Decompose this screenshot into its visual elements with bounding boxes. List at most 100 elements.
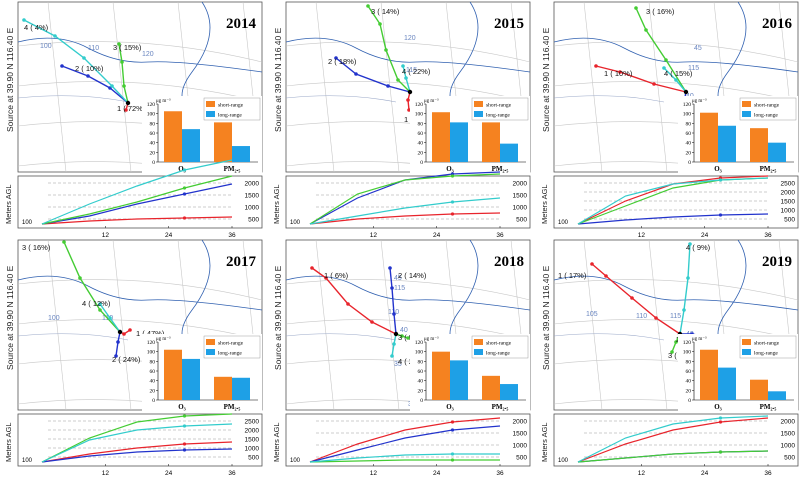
- legend-label-short: short-range: [486, 341, 512, 347]
- latitude-line: [18, 161, 217, 172]
- altitude-tick-label: 2000: [781, 419, 796, 426]
- trajectory-t3-path: [118, 43, 129, 104]
- legend-frame: [471, 335, 529, 359]
- altitude-t3-point: [182, 186, 187, 190]
- latitude-line: [286, 41, 530, 63]
- bar-tick-label: 80: [418, 359, 424, 365]
- trajectory-t4-point: [390, 354, 394, 358]
- bar-legend: short-range long-range: [471, 335, 529, 359]
- latitude-line: [18, 279, 262, 301]
- bar-category-label: O₃: [178, 165, 186, 173]
- source-location-label: Source at 39.90 N 116.40 E: [273, 265, 283, 370]
- panel-2018: Source at 39.90 N 116.40 E11545110403530…: [272, 239, 531, 477]
- altitude-tick-label: 2000: [245, 428, 260, 435]
- latitude-line: [554, 279, 798, 301]
- altitude-t4-path: [41, 423, 233, 463]
- source-location-label: Source at 39.90 N 116.40 E: [5, 265, 15, 370]
- altitude-t1-path: [309, 212, 501, 225]
- hour-tick-label: 24: [701, 470, 709, 477]
- trajectory-t1-point: [406, 98, 410, 102]
- bar-tick-label: 100: [683, 350, 692, 356]
- legend-label-short: short-range: [754, 341, 780, 347]
- legend-label-long: long-range: [754, 113, 778, 119]
- latitude-line: [286, 399, 485, 410]
- trajectory-cluster-label: 2 ( 24%): [112, 355, 141, 364]
- altitude-frame: [17, 175, 263, 229]
- altitude-t2-point: [718, 213, 723, 217]
- bar-short-range: [700, 112, 718, 162]
- bar-short-range: [750, 128, 768, 162]
- graticule-label: 45: [694, 45, 702, 52]
- trajectory-t4-point: [22, 18, 26, 22]
- bar-category-label: O₃: [446, 403, 454, 411]
- graticule-label: 110: [636, 313, 647, 320]
- altitude-t4-path: [309, 197, 501, 225]
- altitude-t4-point: [182, 424, 187, 428]
- border-line: [554, 37, 798, 73]
- bar-category-label: PM₂.₅: [760, 165, 777, 173]
- legend-label-long: long-range: [754, 351, 778, 357]
- altitude-t4-path: [577, 177, 769, 225]
- bar-unit-label: μg m⁻³: [424, 98, 439, 104]
- trajectory-cluster-label: 4 ( 22%): [402, 67, 431, 76]
- trajectory-t4-point: [401, 64, 405, 68]
- source-point: [683, 89, 689, 95]
- graticule-label: 115: [670, 313, 681, 320]
- trajectory-t4-point: [662, 66, 666, 70]
- altitude-t2-point: [182, 448, 187, 452]
- bar-tick-label: 0: [152, 398, 155, 404]
- trajectory-map: 100 110 120 4 ( 4%) 3 ( 15%) 2 ( 10%) 1 ( 72%): [17, 1, 263, 173]
- trajectory-t1-point: [654, 316, 658, 320]
- altitude-t4-point: [718, 416, 723, 420]
- trajectory-cluster-label: 4 ( 15%): [664, 69, 693, 78]
- altitude-base-label: 100: [22, 458, 33, 464]
- trajectory-cluster-label: 4 ( 9%): [686, 243, 711, 252]
- altitude-t1-point: [450, 212, 455, 216]
- trajectory-t2-path: [335, 57, 411, 93]
- graticule-label: 110: [88, 45, 99, 52]
- trajectory-t2-point: [114, 354, 118, 358]
- altitude-t2-point: [450, 428, 455, 432]
- longitude-line: [648, 240, 668, 410]
- hour-tick-label: 24: [701, 232, 709, 239]
- bar-tick-label: 80: [686, 359, 692, 365]
- trajectory-t1-point: [618, 70, 622, 74]
- legend-label-short: short-range: [218, 103, 244, 109]
- bar-short-range: [750, 379, 768, 400]
- trajectory-t3-path: [63, 241, 121, 333]
- altitude-t1-path: [41, 216, 233, 225]
- altitude-frame: [285, 175, 531, 229]
- altitude-t1-point: [718, 420, 723, 424]
- trajectory-t4-point: [688, 242, 692, 246]
- trajectory-cluster-label: 3 ( 16%): [646, 7, 675, 16]
- bar-category-label: PM₂.₅: [760, 403, 777, 411]
- hour-tick-label: 36: [228, 470, 236, 477]
- longitude-line: [380, 240, 400, 410]
- bar-tick-label: 100: [415, 112, 424, 118]
- legend-swatch-long: [206, 349, 215, 355]
- trajectory-t2-point: [354, 72, 358, 76]
- legend-label-long: long-range: [218, 113, 242, 119]
- border-line: [554, 333, 665, 341]
- altitude-t2-point: [182, 192, 187, 196]
- trajectory-cluster-label: 3 ( 15%): [113, 43, 142, 52]
- trajectory-cluster-label: 2 ( 18%): [328, 57, 357, 66]
- bar-category-label: O₃: [714, 403, 722, 411]
- bar-tick-label: 60: [418, 369, 424, 375]
- bar-short-range: [432, 112, 450, 162]
- legend-label-short: short-range: [218, 341, 244, 347]
- bar-tick-label: 20: [686, 388, 692, 394]
- trajectory-t3-point: [644, 28, 648, 32]
- graticule-label: 115: [406, 67, 417, 74]
- trajectory-cluster-label: 1 ( 10%): [604, 69, 633, 78]
- altitude-t3-path: [577, 450, 769, 463]
- bar-short-range: [432, 351, 450, 400]
- bar-tick-label: 40: [686, 379, 692, 385]
- longitude-line: [648, 2, 668, 172]
- bar-category-label: O₃: [446, 165, 454, 173]
- altitude-frame: [553, 413, 799, 467]
- bar-tick-label: 0: [420, 398, 423, 404]
